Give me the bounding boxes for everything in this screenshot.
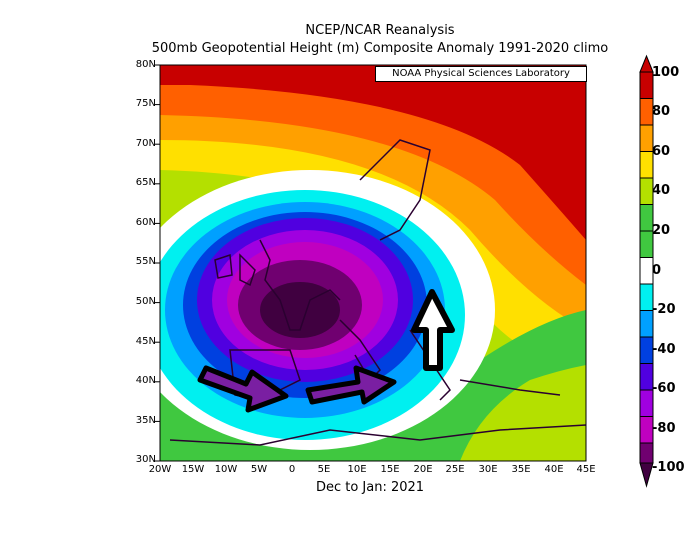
chart-subtitle: 500mb Geopotential Height (m) Composite … <box>151 41 609 56</box>
chart-title: NCEP/NCAR Reanalysis <box>305 23 455 38</box>
colorbar <box>639 54 654 488</box>
colorbar-label: 20 <box>652 223 671 238</box>
period-label: Dec to Jan: 2021 <box>315 480 425 495</box>
axis-ticks <box>155 64 160 462</box>
lon-label: 15W <box>181 464 205 475</box>
lat-label: 30N <box>135 454 156 465</box>
lon-label: 10E <box>347 464 367 475</box>
lat-label: 70N <box>135 138 156 149</box>
lat-label: 75N <box>135 98 156 109</box>
lon-label: 5W <box>250 464 268 475</box>
coast-turkey <box>459 379 561 396</box>
lon-label: 35E <box>511 464 531 475</box>
up-arrow <box>411 289 455 371</box>
coast-balkans <box>409 329 451 401</box>
colorbar-label: 60 <box>652 144 671 159</box>
band-100 <box>160 65 586 240</box>
lat-label: 80N <box>135 59 156 70</box>
lat-label: 60N <box>135 217 156 228</box>
coast-france <box>259 239 341 331</box>
lat-label: 65N <box>135 177 156 188</box>
coast-ireland <box>214 253 233 279</box>
colorbar-label: 80 <box>652 104 671 119</box>
coast-scandinavia <box>359 139 431 241</box>
colorbar-label: 0 <box>652 263 662 278</box>
colorbar-label: 100 <box>652 65 680 80</box>
colorbar-label: -20 <box>652 302 676 317</box>
lon-label: 45E <box>576 464 596 475</box>
colorbar-label: -60 <box>652 381 676 396</box>
lon-label: 20E <box>413 464 433 475</box>
lon-label: 5E <box>317 464 331 475</box>
lon-label: 30E <box>478 464 498 475</box>
coast-britain <box>239 253 256 287</box>
band-40b <box>460 365 586 461</box>
band-m100 <box>260 282 340 338</box>
lon-label: 10W <box>214 464 238 475</box>
lat-label: 35N <box>135 415 156 426</box>
lat-label: 40N <box>135 375 156 386</box>
lon-label: 25E <box>445 464 465 475</box>
lon-label: 20W <box>148 464 172 475</box>
right-arrow-1 <box>197 365 289 413</box>
colorbar-label: 40 <box>652 183 671 198</box>
anomaly-field <box>160 65 586 461</box>
colorbar-label: -40 <box>652 342 676 357</box>
right-arrow-2 <box>305 365 397 405</box>
coast-africa <box>169 424 586 446</box>
lat-label: 45N <box>135 336 156 347</box>
lon-label: 40E <box>544 464 564 475</box>
lon-label: 0 <box>288 464 296 475</box>
annotation-arrows <box>197 289 455 413</box>
colorbar-bottom-cap <box>639 462 654 488</box>
colorbar-label: -100 <box>652 460 685 475</box>
lat-label: 55N <box>135 256 156 267</box>
noaa-badge: NOAA Physical Sciences Laboratory <box>375 66 587 82</box>
colorbar-label: -80 <box>652 421 676 436</box>
lon-label: 15E <box>380 464 400 475</box>
lat-label: 50N <box>135 296 156 307</box>
